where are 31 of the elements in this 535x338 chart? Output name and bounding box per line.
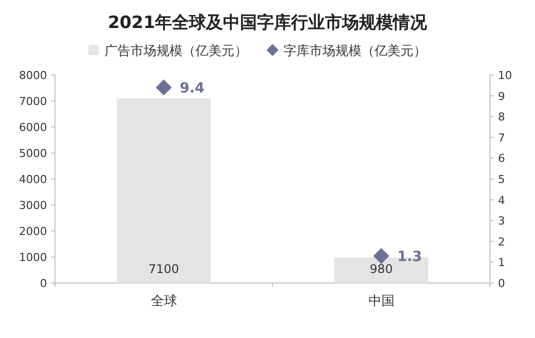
y-tick-label: 8000 <box>19 69 47 82</box>
y-tick-label: 2000 <box>19 225 47 238</box>
y2-tick-label: 8 <box>498 110 505 124</box>
y-tick-label: 1000 <box>19 251 47 264</box>
y2-tick-label: 4 <box>498 194 505 207</box>
x-tick-label: 中国 <box>368 294 394 309</box>
legend-item: 广告市场规模（亿美元） <box>88 44 248 59</box>
data-label: 980 <box>370 262 393 276</box>
y2-tick-label: 10 <box>498 69 512 82</box>
y-tick-label: 7000 <box>19 95 47 108</box>
chart-title: 2021年全球及中国字库行业市场规模情况 <box>108 13 428 33</box>
y2-tick-label: 5 <box>498 173 505 186</box>
y2-tick-label: 2 <box>498 235 505 248</box>
data-label: 7100 <box>148 262 180 276</box>
legend-item: 字库市场规模（亿美元） <box>266 44 426 59</box>
y2-tick-label: 0 <box>498 277 505 290</box>
data-label: 1.3 <box>397 248 422 265</box>
y-tick-label: 4000 <box>19 173 47 186</box>
y2-tick-label: 9 <box>498 90 505 103</box>
y-tick-label: 3000 <box>19 199 47 212</box>
legend-label: 字库市场规模（亿美元） <box>284 43 426 59</box>
data-label: 9.4 <box>180 80 205 96</box>
x-tick-label: 全球 <box>150 294 177 309</box>
y-tick-label: 5000 <box>19 147 47 160</box>
y2-tick-label: 6 <box>498 152 505 166</box>
legend-label: 广告市场规模（亿美元） <box>104 43 248 59</box>
y-tick-label: 0 <box>40 277 47 290</box>
y2-tick-label: 3 <box>498 214 505 228</box>
y-tick-label: 6000 <box>19 121 47 134</box>
y2-tick-label: 7 <box>498 131 505 144</box>
y2-tick-label: 1 <box>498 256 505 270</box>
